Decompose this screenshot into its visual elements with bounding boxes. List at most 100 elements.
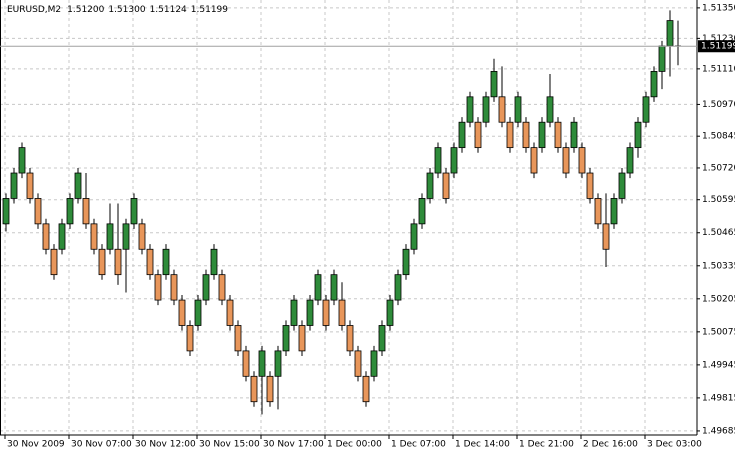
- x-tick-label: 30 Nov 2009: [7, 440, 65, 450]
- candle-body: [554, 121, 562, 149]
- candle-body: [330, 274, 338, 301]
- candle-body: [290, 299, 298, 326]
- last-price-tag: [698, 40, 735, 53]
- candle-body: [298, 325, 306, 352]
- candle-body: [274, 350, 282, 377]
- candle-body: [266, 375, 274, 403]
- candle-body: [458, 121, 466, 149]
- candle-body: [146, 248, 154, 276]
- candle-body: [370, 350, 378, 377]
- candle-body: [354, 350, 362, 377]
- x-tick-label: 30 Nov 12:00: [135, 440, 196, 450]
- candle-body: [658, 45, 666, 72]
- candle-body: [586, 172, 594, 199]
- candle-body: [482, 96, 490, 123]
- candle-body: [578, 147, 586, 174]
- candle-body: [42, 223, 50, 250]
- candle-body: [194, 299, 202, 326]
- last-price-label: 1.51199: [701, 42, 735, 52]
- candle-body: [426, 172, 434, 199]
- candle-body: [474, 121, 482, 149]
- candle-body: [602, 223, 610, 250]
- open-value: 1.51200: [67, 5, 104, 15]
- y-tick-label: 1.50335: [702, 261, 735, 271]
- candle-body: [250, 375, 258, 403]
- candle-body: [130, 198, 138, 225]
- candle-body: [570, 121, 578, 149]
- candle-body: [66, 198, 74, 225]
- candle-body: [154, 274, 162, 301]
- candle-body: [410, 223, 418, 250]
- x-tick-label: 1 Dec 14:00: [455, 440, 510, 450]
- candle-body: [50, 248, 58, 276]
- chart-header: EURUSD,M2 1.51200 1.51300 1.51124 1.51199: [7, 5, 228, 15]
- candle-body: [26, 172, 34, 199]
- candle-body: [242, 350, 250, 377]
- x-tick-label: 1 Dec 21:00: [519, 440, 574, 450]
- candle-body: [434, 147, 442, 174]
- candle-body: [306, 299, 314, 326]
- candle-body: [98, 248, 106, 276]
- high-value: 1.51300: [108, 5, 145, 15]
- y-tick-label: 1.50970: [702, 100, 735, 110]
- candle-body: [114, 248, 122, 276]
- candle-body: [466, 96, 474, 123]
- candle-body: [202, 274, 210, 301]
- candle-body: [258, 350, 266, 377]
- y-tick-label: 1.50720: [702, 163, 735, 173]
- candle-body: [314, 274, 322, 301]
- candle-body: [346, 325, 354, 352]
- x-tick-label: 30 Nov 15:00: [199, 440, 260, 450]
- candle-body: [506, 121, 514, 149]
- candle-body: [618, 172, 626, 199]
- candle-body: [18, 147, 26, 174]
- y-tick-label: 1.51230: [702, 34, 735, 44]
- low-value: 1.51124: [150, 5, 187, 15]
- candle-body: [522, 121, 530, 149]
- candle-body: [386, 299, 394, 326]
- x-tick-label: 30 Nov 07:00: [71, 440, 132, 450]
- y-tick-label: 1.50595: [702, 195, 735, 205]
- candle-body: [442, 172, 450, 199]
- x-tick-label: 3 Dec 03:00: [647, 440, 702, 450]
- y-tick-label: 1.50205: [702, 294, 735, 304]
- x-tick-label: 1 Dec 00:00: [327, 440, 382, 450]
- y-tick-label: 1.49685: [702, 426, 735, 436]
- y-tick-label: 1.49815: [702, 393, 735, 403]
- candle-body: [594, 198, 602, 225]
- candle-body: [218, 274, 226, 301]
- candle-body: [562, 147, 570, 174]
- candle-body: [162, 248, 170, 276]
- candle-body: [642, 96, 650, 123]
- y-tick-label: 1.49945: [702, 360, 735, 370]
- y-tick-label: 1.50075: [702, 327, 735, 337]
- candle-body: [82, 198, 90, 225]
- candle-body: [498, 96, 506, 123]
- candle-body: [210, 248, 218, 276]
- candle-body: [418, 198, 426, 225]
- x-tick-label: 30 Nov 17:00: [263, 440, 324, 450]
- candle-body: [402, 248, 410, 276]
- candle-body: [538, 121, 546, 149]
- candle-body: [530, 147, 538, 174]
- candle-body: [106, 223, 114, 250]
- x-tick-label: 2 Dec 16:00: [583, 440, 638, 450]
- y-tick-label: 1.50465: [702, 228, 735, 238]
- candle-body: [514, 96, 522, 123]
- y-tick-label: 1.51350: [702, 3, 735, 13]
- candle-body: [138, 223, 146, 250]
- candle-body: [322, 299, 330, 326]
- candle-body: [58, 223, 66, 250]
- candle-body: [170, 274, 178, 301]
- candle-body: [634, 121, 642, 149]
- y-tick-label: 1.50845: [702, 132, 735, 142]
- candle-body: [90, 223, 98, 250]
- candle-body: [282, 325, 290, 352]
- candle-body: [378, 325, 386, 352]
- candle-body: [186, 325, 194, 352]
- candle-body: [226, 299, 234, 326]
- candle-body: [610, 198, 618, 225]
- candle-body: [626, 147, 634, 174]
- y-tick-label: 1.51110: [702, 64, 735, 74]
